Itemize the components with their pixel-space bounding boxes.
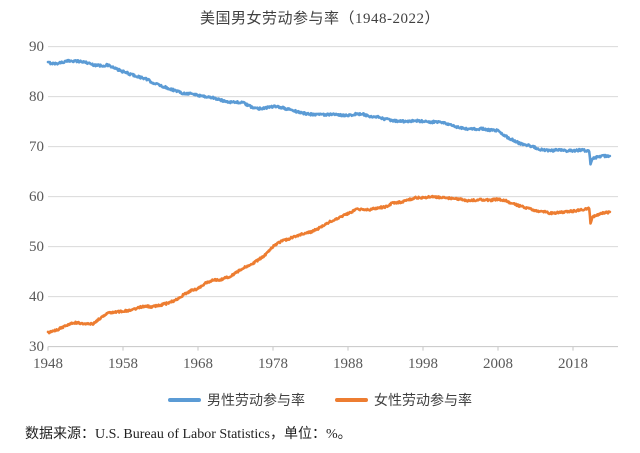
x-axis-label: 1988 bbox=[333, 356, 363, 372]
x-axis-label: 1968 bbox=[183, 356, 213, 372]
y-axis-label: 60 bbox=[29, 189, 44, 205]
x-axis-label: 1958 bbox=[108, 356, 138, 372]
legend: 男性劳动参与率 女性劳动参与率 bbox=[0, 389, 640, 411]
y-axis-label: 40 bbox=[29, 289, 44, 305]
legend-swatch-male bbox=[168, 398, 201, 402]
x-axis-label: 2018 bbox=[558, 356, 588, 372]
legend-swatch-female bbox=[335, 398, 368, 402]
legend-item-female: 女性劳动参与率 bbox=[335, 390, 472, 410]
x-axis-label: 1948 bbox=[33, 356, 63, 372]
source-note: 数据来源：U.S. Bureau of Labor Statistics，单位：… bbox=[25, 427, 352, 442]
y-axis-label: 90 bbox=[29, 39, 44, 55]
legend-label-male: 男性劳动参与率 bbox=[207, 394, 305, 409]
x-axis-label: 1978 bbox=[258, 356, 288, 372]
x-axis-label: 2008 bbox=[483, 356, 513, 372]
y-axis-label: 80 bbox=[29, 89, 44, 105]
y-axis-label: 50 bbox=[29, 239, 44, 255]
y-axis-label: 30 bbox=[29, 339, 44, 355]
legend-item-male: 男性劳动参与率 bbox=[168, 390, 305, 410]
x-axis-label: 1998 bbox=[408, 356, 438, 372]
y-axis-label: 70 bbox=[29, 139, 44, 155]
legend-label-female: 女性劳动参与率 bbox=[374, 394, 472, 409]
chart-title: 美国男女劳动参与率（1948-2022） bbox=[200, 11, 440, 27]
